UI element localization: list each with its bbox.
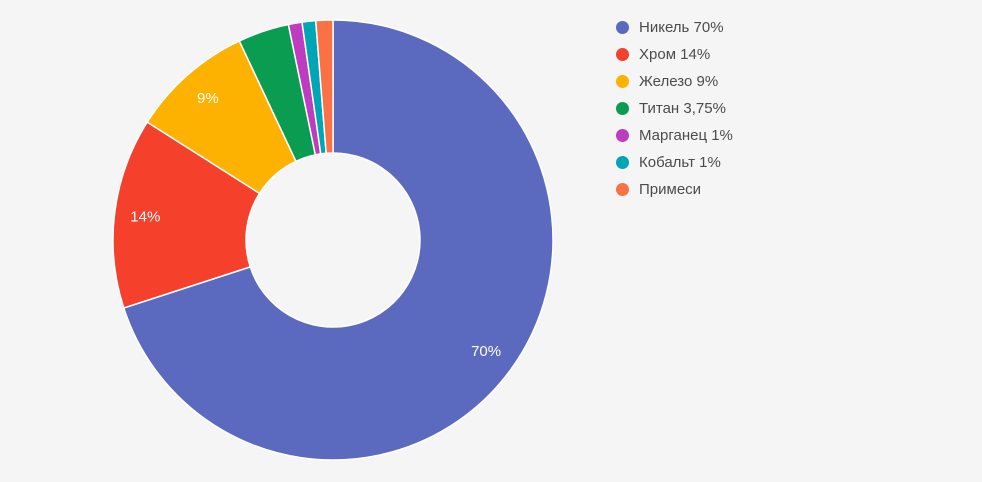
legend-item-nickel[interactable]: Никель 70% (616, 14, 733, 41)
chart-legend: Никель 70% Хром 14% Железо 9% Титан 3,75% Ма… (616, 14, 733, 203)
legend-label: Железо 9% (639, 73, 719, 90)
legend-marker-icon (616, 156, 629, 169)
legend-item-cobalt[interactable]: Кобальт 1% (616, 149, 733, 176)
legend-item-chrome[interactable]: Хром 14% (616, 41, 733, 68)
legend-item-iron[interactable]: Железо 9% (616, 68, 733, 95)
legend-item-titanium[interactable]: Титан 3,75% (616, 95, 733, 122)
legend-label: Кобальт 1% (639, 154, 721, 171)
legend-label: Марганец 1% (639, 127, 733, 144)
legend-label: Никель 70% (639, 19, 724, 36)
legend-label: Хром 14% (639, 46, 711, 63)
legend-item-impurities[interactable]: Примеси (616, 176, 733, 203)
legend-marker-icon (616, 102, 629, 115)
legend-item-manganese[interactable]: Марганец 1% (616, 122, 733, 149)
legend-label: Титан 3,75% (639, 100, 726, 117)
pie-slice-chrome[interactable] (112, 121, 261, 309)
slice-label-nickel: 70% (471, 343, 501, 360)
pie-slice-impurities[interactable] (314, 19, 334, 155)
legend-marker-icon (616, 183, 629, 196)
legend-label: Примеси (639, 181, 702, 198)
slice-label-chrome: 14% (130, 208, 160, 225)
legend-marker-icon (616, 48, 629, 61)
pie-slice-nickel[interactable] (123, 19, 554, 461)
legend-marker-icon (616, 21, 629, 34)
legend-marker-icon (616, 129, 629, 142)
slice-label-iron: 9% (197, 90, 219, 107)
legend-marker-icon (616, 75, 629, 88)
